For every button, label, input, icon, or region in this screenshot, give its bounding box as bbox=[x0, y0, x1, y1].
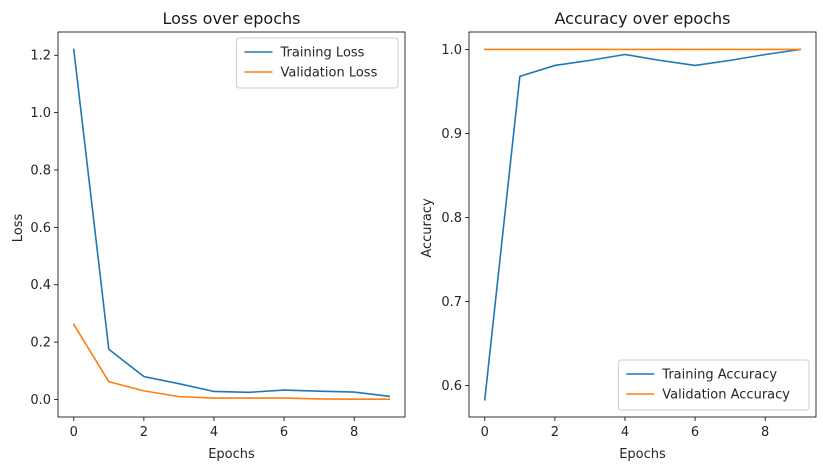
loss-chart-xtick-label: 4 bbox=[210, 425, 218, 440]
loss-chart-ytick-label: 0.2 bbox=[30, 336, 51, 351]
loss-chart-series-line-0 bbox=[72, 48, 391, 398]
loss-chart-series-line-1 bbox=[72, 323, 391, 401]
loss-chart-ylabel: Loss bbox=[11, 214, 26, 243]
accuracy-chart-ylabel: Accuracy bbox=[420, 198, 435, 258]
accuracy-chart: Accuracy over epochs Epochs Accuracy 0 2 4… bbox=[420, 9, 817, 462]
accuracy-chart-legend: Training Accuracy Validation Accuracy bbox=[617, 359, 810, 411]
loss-chart-ytick-label: 0.0 bbox=[30, 393, 51, 408]
loss-chart-legend: Training Loss Validation Loss bbox=[236, 37, 399, 89]
accuracy-chart-series-line-0 bbox=[483, 48, 802, 401]
loss-chart-legend-label-0: Training Loss bbox=[280, 46, 365, 61]
loss-chart: Loss over epochs Epochs Loss 0 2 4 6 8 0.0 0.2… bbox=[11, 9, 406, 462]
loss-chart-plot-area bbox=[72, 48, 391, 401]
accuracy-chart-xtick-label: 4 bbox=[621, 425, 629, 440]
accuracy-chart-legend-label-0: Training Accuracy bbox=[661, 368, 777, 383]
loss-chart-ytick-label: 0.6 bbox=[30, 221, 51, 236]
loss-chart-ytick-label: 0.8 bbox=[30, 163, 51, 178]
accuracy-chart-ytick-label: 1.0 bbox=[441, 43, 462, 58]
accuracy-chart-ytick-label: 0.7 bbox=[441, 295, 462, 310]
accuracy-chart-legend-label-1: Validation Accuracy bbox=[662, 388, 790, 403]
loss-chart-frame bbox=[57, 31, 406, 418]
accuracy-chart-ticks: 0 2 4 6 8 0.6 0.7 0.8 0.9 1.0 bbox=[441, 43, 769, 440]
accuracy-chart-xtick-label: 0 bbox=[481, 425, 489, 440]
accuracy-chart-frame bbox=[468, 31, 817, 418]
loss-chart-ytick-label: 0.4 bbox=[30, 278, 51, 293]
loss-chart-xlabel: Epochs bbox=[208, 447, 255, 462]
accuracy-chart-xtick-label: 8 bbox=[761, 425, 769, 440]
loss-chart-ytick-label: 1.2 bbox=[30, 49, 51, 64]
accuracy-chart-xtick-label: 2 bbox=[551, 425, 559, 440]
loss-chart-legend-box bbox=[236, 37, 399, 89]
loss-chart-ytick-label: 1.0 bbox=[30, 106, 51, 121]
loss-chart-xtick-label: 8 bbox=[350, 425, 358, 440]
loss-chart-xtick-label: 0 bbox=[70, 425, 78, 440]
accuracy-chart-xtick-label: 6 bbox=[691, 425, 699, 440]
accuracy-chart-xlabel: Epochs bbox=[619, 447, 666, 462]
loss-chart-xtick-label: 2 bbox=[140, 425, 148, 440]
accuracy-chart-plot-area bbox=[483, 48, 802, 401]
accuracy-chart-ytick-label: 0.9 bbox=[441, 127, 462, 142]
accuracy-chart-title: Accuracy over epochs bbox=[555, 9, 731, 28]
accuracy-chart-ytick-label: 0.8 bbox=[441, 211, 462, 226]
accuracy-chart-legend-box bbox=[617, 359, 810, 411]
accuracy-chart-ytick-label: 0.6 bbox=[441, 379, 462, 394]
loss-chart-xtick-label: 6 bbox=[280, 425, 288, 440]
loss-chart-title: Loss over epochs bbox=[162, 9, 300, 28]
loss-chart-ticks: 0 2 4 6 8 0.0 0.2 0.4 0.6 0.8 1.0 1.2 bbox=[30, 49, 358, 440]
loss-chart-legend-label-1: Validation Loss bbox=[281, 66, 378, 81]
